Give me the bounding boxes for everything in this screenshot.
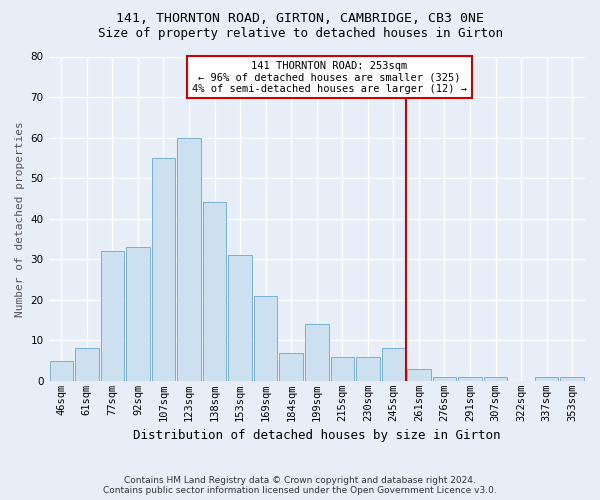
Bar — [535, 377, 559, 381]
Bar — [177, 138, 201, 381]
Bar — [484, 377, 508, 381]
Bar — [433, 377, 456, 381]
Y-axis label: Number of detached properties: Number of detached properties — [15, 121, 25, 316]
Bar — [50, 360, 73, 381]
Bar — [382, 348, 405, 381]
Bar — [101, 251, 124, 381]
Text: 141 THORNTON ROAD: 253sqm
← 96% of detached houses are smaller (325)
4% of semi-: 141 THORNTON ROAD: 253sqm ← 96% of detac… — [192, 60, 467, 94]
Bar — [407, 368, 431, 381]
Bar — [280, 352, 303, 381]
Bar — [126, 247, 150, 381]
Text: 141, THORNTON ROAD, GIRTON, CAMBRIDGE, CB3 0NE: 141, THORNTON ROAD, GIRTON, CAMBRIDGE, C… — [116, 12, 484, 26]
Bar — [203, 202, 226, 381]
Bar — [229, 255, 252, 381]
Bar — [75, 348, 98, 381]
Bar — [254, 296, 277, 381]
Text: Contains HM Land Registry data © Crown copyright and database right 2024.
Contai: Contains HM Land Registry data © Crown c… — [103, 476, 497, 495]
Bar — [356, 356, 380, 381]
Text: Size of property relative to detached houses in Girton: Size of property relative to detached ho… — [97, 28, 503, 40]
X-axis label: Distribution of detached houses by size in Girton: Distribution of detached houses by size … — [133, 430, 500, 442]
Bar — [560, 377, 584, 381]
Bar — [152, 158, 175, 381]
Bar — [458, 377, 482, 381]
Bar — [305, 324, 329, 381]
Bar — [331, 356, 354, 381]
